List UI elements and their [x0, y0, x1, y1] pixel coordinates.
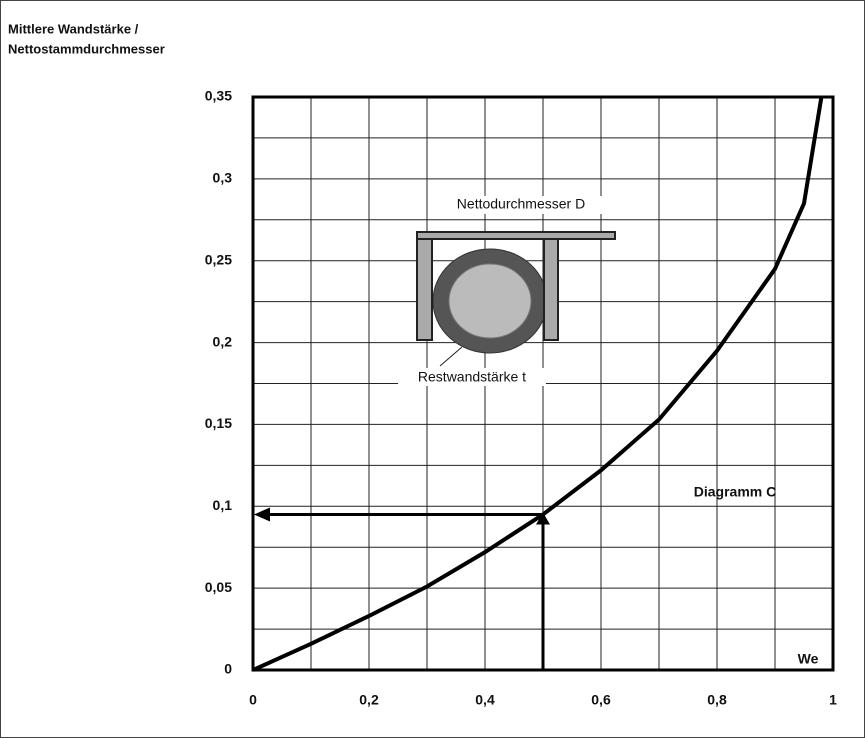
x-tick-label: 0,8 — [707, 692, 727, 708]
y-title: Mittlere Wandstärke / — [8, 21, 139, 36]
y-tick-label: 0,1 — [213, 497, 233, 513]
label-bg — [430, 196, 612, 214]
trunk-core — [448, 263, 532, 339]
y-tick-label: 0 — [224, 661, 232, 677]
reading-point-arrow — [536, 512, 550, 525]
curve — [252, 96, 824, 672]
caliper-bar — [416, 231, 616, 240]
inset-diagram: Nettodurchmesser D Restwandstärke t — [398, 196, 616, 386]
y-tick-label: 0,15 — [205, 415, 232, 431]
x-axis-label: We — [798, 651, 819, 667]
x-tick-label: 0,6 — [591, 692, 611, 708]
x-tick-label: 0 — [249, 692, 257, 708]
leader-line — [439, 346, 463, 367]
x-tick-label: 0,4 — [475, 692, 495, 708]
annotation: Diagramm C — [694, 484, 776, 500]
y-tick-label: 0,2 — [213, 333, 233, 349]
label-bg — [398, 368, 546, 386]
caliper-jaw — [543, 238, 559, 341]
reading-arrowhead — [254, 507, 270, 522]
y-tick-label: 0,25 — [205, 251, 232, 267]
y-tick-label: 0,05 — [205, 579, 232, 595]
inset-label: Nettodurchmesser D — [457, 196, 585, 212]
x-tick-label: 0,2 — [359, 692, 379, 708]
inset-label: Restwandstärke t — [418, 369, 526, 385]
y-tick-label: 0,35 — [205, 88, 232, 104]
caliper-jaw — [416, 238, 433, 341]
y-tick-label: 0,3 — [213, 170, 233, 186]
x-tick-label: 1 — [829, 692, 837, 708]
y-title: Nettostammdurchmesser — [8, 41, 165, 56]
